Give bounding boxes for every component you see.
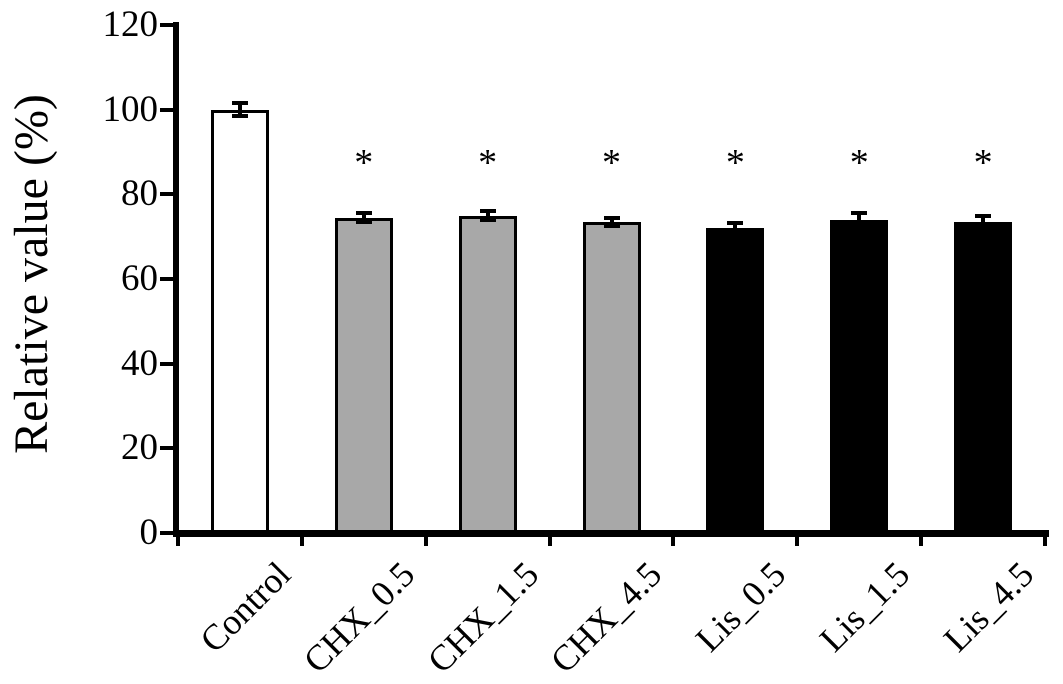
bar-control [210, 109, 269, 533]
error-bar-cap [851, 211, 868, 216]
significance-asterisk: * [602, 141, 621, 184]
y-tick-label: 120 [102, 4, 159, 45]
x-tick-label: Lis_0.5 [688, 554, 794, 660]
y-tick-label: 0 [139, 512, 159, 553]
y-tick-mark [160, 446, 174, 451]
x-tick-label: Control [192, 554, 299, 661]
y-tick-label: 60 [121, 258, 158, 299]
error-bar-cap [479, 217, 496, 222]
y-tick-label: 20 [121, 427, 158, 469]
y-axis-line [173, 22, 179, 537]
error-bar-line [981, 215, 986, 229]
x-tick-mark [1043, 537, 1047, 546]
error-bar-cap [231, 101, 248, 106]
bar-chx_1.5 [458, 215, 517, 533]
error-bar-cap [851, 224, 868, 229]
y-tick-label: 100 [102, 88, 159, 130]
x-tick-label: CHX_0.5 [295, 554, 423, 681]
x-tick-label: Lis_1.5 [812, 554, 918, 660]
error-bar-cap [603, 224, 620, 229]
x-tick-mark [671, 537, 676, 546]
error-bar-line [609, 217, 614, 227]
x-tick-label: CHX_1.5 [419, 554, 546, 681]
y-tick-label: 40 [121, 342, 158, 384]
y-tick-label: 80 [121, 173, 158, 215]
bar-lis_4.5 [954, 221, 1013, 533]
y-tick-mark [160, 23, 174, 27]
x-axis-line [173, 530, 1049, 537]
bar-lis_1.5 [830, 219, 889, 533]
significance-asterisk: * [725, 141, 745, 184]
y-tick-mark [160, 361, 174, 366]
significance-asterisk: * [354, 141, 374, 184]
x-tick-mark [795, 537, 800, 546]
error-bar-line [237, 103, 242, 116]
error-bar-cap [355, 219, 372, 224]
significance-asterisk: * [973, 141, 993, 184]
error-bar-line [361, 213, 366, 222]
x-tick-mark [919, 537, 924, 546]
error-bar-line [485, 211, 490, 220]
significance-asterisk: * [849, 141, 869, 184]
error-bar-cap [727, 231, 744, 236]
x-tick-label: CHX_4.5 [543, 554, 670, 681]
error-bar-line [733, 223, 738, 234]
error-bar-line [857, 213, 862, 227]
error-bar-cap [975, 226, 992, 231]
error-bar-cap [479, 209, 496, 214]
y-tick-mark [160, 107, 174, 112]
bar-chx_0.5 [334, 217, 393, 533]
y-tick-mark [160, 192, 174, 197]
error-bar-cap [231, 114, 248, 119]
x-tick-mark [299, 537, 304, 546]
error-bar-cap [727, 221, 744, 226]
error-bar-cap [355, 211, 372, 216]
bar-chx_4.5 [582, 221, 641, 533]
x-tick-label: Lis_4.5 [935, 554, 1042, 660]
significance-asterisk: * [478, 141, 498, 184]
bar-lis_0.5 [706, 228, 765, 533]
y-tick-mark [160, 277, 174, 281]
x-tick-mark [176, 537, 180, 546]
y-tick-mark [160, 531, 174, 535]
error-bar-cap [975, 213, 992, 218]
error-bar-cap [603, 215, 620, 220]
x-tick-mark [547, 537, 552, 546]
x-tick-mark [423, 537, 428, 546]
